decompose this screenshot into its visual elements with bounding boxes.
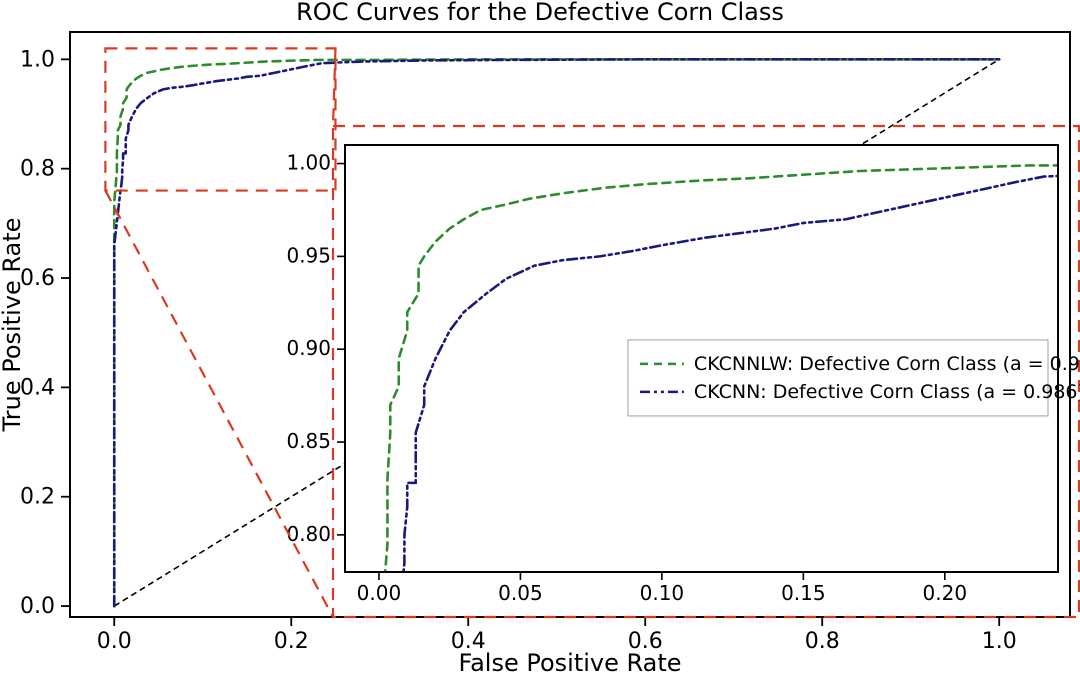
- inset-xtick-label: 0.10: [640, 581, 685, 605]
- ytick-label: 1.0: [20, 47, 55, 72]
- inset-ytick-label: 0.95: [286, 243, 331, 267]
- xtick-label: 0.2: [274, 629, 309, 654]
- legend-label: CKCNN: Defective Corn Class (a = 0.986): [694, 381, 1080, 403]
- inset-ytick-label: 0.85: [286, 429, 331, 453]
- chart-title: ROC Curves for the Defective Corn Class: [296, 0, 784, 26]
- ytick-label: 0.8: [20, 157, 55, 182]
- inset-xtick-label: 0.00: [357, 581, 402, 605]
- x-axis-label: False Positive Rate: [458, 649, 681, 676]
- inset-ytick-label: 0.80: [286, 522, 331, 546]
- xtick-label: 1.0: [982, 629, 1017, 654]
- ytick-label: 0.2: [20, 485, 55, 510]
- inset-ytick-label: 0.90: [286, 336, 331, 360]
- inset-xtick-label: 0.20: [923, 581, 968, 605]
- inset-ytick-label: 1.00: [286, 151, 331, 175]
- ytick-label: 0.0: [20, 594, 55, 619]
- roc-figure: 0.00.20.40.60.81.00.00.20.40.60.81.0Fals…: [0, 0, 1080, 676]
- xtick-label: 0.0: [97, 629, 132, 654]
- y-axis-label: True Positive Rate: [0, 218, 26, 433]
- legend-box: [628, 340, 1048, 416]
- inset-xtick-label: 0.15: [781, 581, 826, 605]
- legend-label: CKCNNLW: Defective Corn Class (a = 0.995…: [694, 353, 1080, 375]
- roc-svg: 0.00.20.40.60.81.00.00.20.40.60.81.0Fals…: [0, 0, 1080, 676]
- inset-xtick-label: 0.05: [498, 581, 543, 605]
- xtick-label: 0.8: [805, 629, 840, 654]
